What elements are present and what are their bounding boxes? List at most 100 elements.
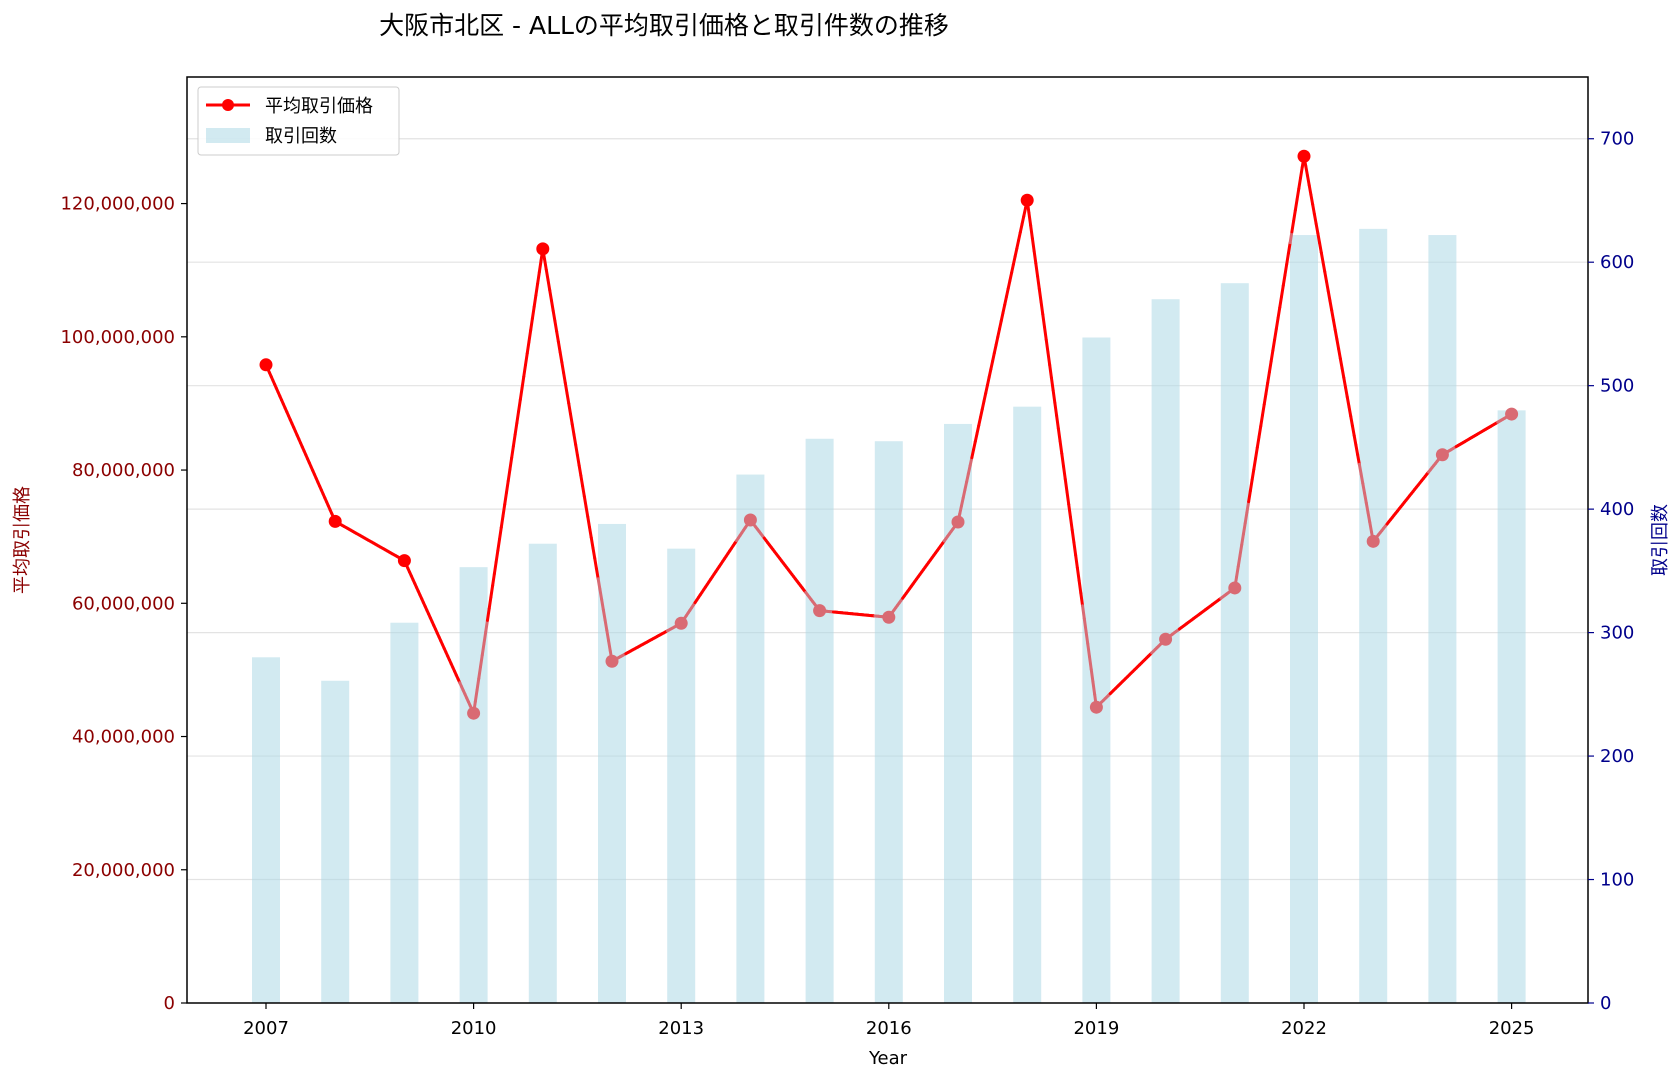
- line-segment: [1295, 187, 1301, 201]
- line-segment: [1276, 305, 1282, 320]
- line-segment: [1330, 308, 1335, 322]
- line-segment: [1086, 642, 1091, 659]
- line-segment: [1271, 338, 1277, 353]
- line-segment: [1029, 224, 1034, 240]
- line-segment: [518, 386, 524, 402]
- bar-2018: [1013, 406, 1042, 1003]
- y-left-tick-label: 80,000,000: [72, 460, 175, 481]
- line-segment: [1366, 510, 1372, 524]
- line-segment: [591, 546, 597, 560]
- line-segment: [556, 340, 562, 354]
- point-2015: [813, 604, 827, 618]
- point-2011: [536, 242, 550, 256]
- line-segment: [555, 329, 560, 344]
- line-segment: [510, 444, 515, 460]
- line-segment: [603, 618, 609, 632]
- x-tick-label: 2016: [866, 1018, 912, 1039]
- line-segment: [1243, 510, 1249, 525]
- line-segment: [1307, 183, 1313, 197]
- line-segment: [1350, 424, 1356, 437]
- point-2019: [1089, 700, 1103, 714]
- line-segment: [1048, 363, 1053, 380]
- line-segment: [1063, 477, 1069, 494]
- line-segment: [588, 525, 593, 540]
- line-segment: [487, 595, 493, 611]
- point-2018: [1020, 193, 1034, 207]
- line-segment: [1267, 359, 1273, 374]
- legend-bar-marker: [206, 128, 250, 143]
- line-segment: [572, 432, 578, 447]
- line-segment: [575, 453, 581, 467]
- line-segment: [484, 618, 489, 634]
- line-segment: [568, 412, 574, 426]
- line-segment: [1344, 385, 1349, 399]
- line-segment: [506, 467, 512, 483]
- line-segment: [584, 505, 590, 519]
- bar-2010: [459, 567, 488, 1003]
- line-segment: [1240, 532, 1245, 547]
- y-right-tick-label: 100: [1600, 870, 1634, 891]
- line-segment: [1345, 395, 1351, 409]
- line-segment: [1091, 680, 1097, 697]
- line-segment: [527, 328, 533, 344]
- line-segment: [1314, 222, 1320, 235]
- line-segment: [567, 402, 572, 416]
- line-segment: [477, 665, 483, 680]
- line-segment: [586, 515, 592, 529]
- line-segment: [1072, 540, 1078, 557]
- line-segment: [513, 421, 519, 437]
- line-segment: [1081, 604, 1086, 620]
- line-segment: [581, 484, 586, 498]
- line-segment: [607, 639, 612, 653]
- line-segment: [1070, 528, 1076, 544]
- line-segment: [1067, 502, 1072, 519]
- point-2021: [1228, 581, 1242, 595]
- line-segment: [1318, 241, 1323, 255]
- line-segment: [1328, 299, 1334, 312]
- line-segment: [1309, 193, 1315, 206]
- legend-label-price: 平均取引価格: [265, 96, 373, 117]
- y-left-tick-label: 40,000,000: [72, 727, 175, 748]
- y-left-tick-label: 20,000,000: [72, 860, 175, 881]
- line-segment: [1361, 482, 1367, 495]
- y-right-tick-label: 0: [1600, 993, 1611, 1014]
- line-segment: [1357, 462, 1363, 476]
- plot-frame: [186, 76, 1589, 1004]
- point-2012: [605, 654, 619, 668]
- line-segment: [1252, 456, 1258, 471]
- line-segment: [1278, 295, 1284, 309]
- line-segment: [532, 293, 538, 309]
- line-segment: [1316, 231, 1322, 245]
- line-segment: [1352, 433, 1358, 447]
- line-segment: [1297, 176, 1303, 191]
- point-2007: [259, 358, 273, 372]
- point-2022: [1297, 149, 1311, 163]
- bar-2025: [1497, 410, 1526, 1003]
- line-segment: [485, 607, 491, 622]
- y-left-tick-label: 120,000,000: [60, 194, 175, 215]
- x-tick-label: 2025: [1489, 1018, 1535, 1039]
- line-segment: [1055, 414, 1060, 430]
- line-segment: [482, 630, 488, 646]
- line-series-price: [259, 149, 1519, 720]
- line-segment: [1053, 401, 1059, 418]
- line-segment: [491, 572, 496, 588]
- line-segment: [1060, 452, 1066, 468]
- line-segment: [479, 653, 484, 669]
- line-segment: [536, 270, 541, 286]
- line-segment: [1281, 273, 1287, 288]
- line-segment: [1259, 413, 1264, 428]
- chart-title: 大阪市北区 - ALLの平均取引価格と取引件数の推移: [379, 11, 949, 40]
- line-segment: [1363, 491, 1368, 505]
- line-segment: [1062, 464, 1067, 481]
- bar-2008: [321, 680, 350, 1003]
- point-2020: [1159, 632, 1173, 646]
- x-tick-label: 2007: [243, 1018, 289, 1039]
- line-segment: [1274, 316, 1280, 331]
- line-segment: [504, 479, 510, 495]
- line-segment: [1356, 453, 1361, 466]
- line-segment: [520, 375, 526, 390]
- line-segment: [594, 566, 600, 581]
- line-segment: [1041, 312, 1046, 329]
